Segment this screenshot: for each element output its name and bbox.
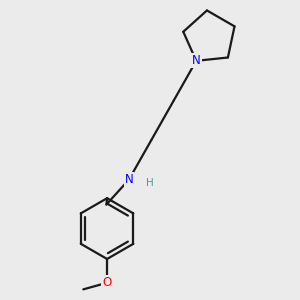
Text: H: H — [146, 178, 154, 188]
Text: O: O — [102, 276, 112, 289]
Text: N: N — [124, 173, 133, 186]
Text: N: N — [192, 54, 201, 67]
